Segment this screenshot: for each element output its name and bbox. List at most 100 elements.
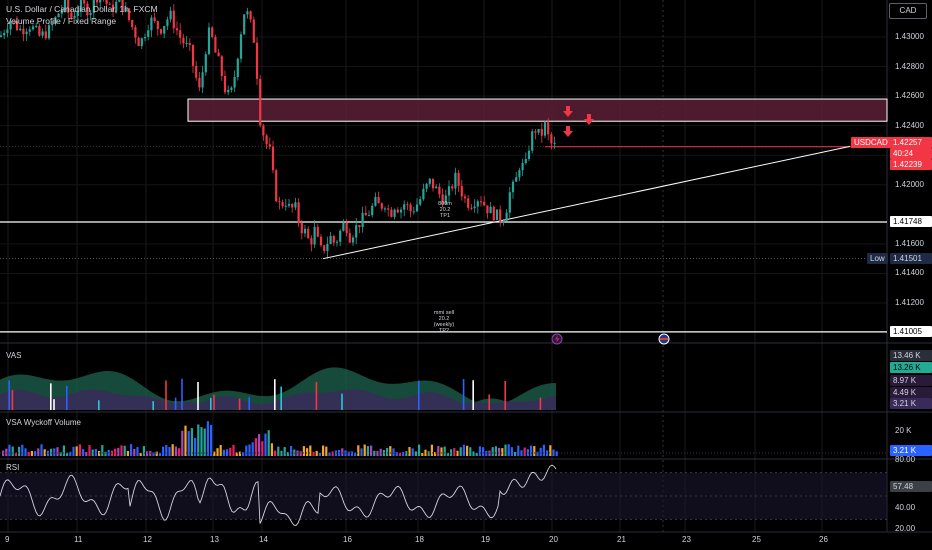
vsa-bar	[88, 445, 91, 456]
candle	[76, 5, 79, 23]
candle-body	[73, 15, 76, 18]
candle-body	[153, 17, 156, 22]
vsa-bar	[130, 444, 133, 456]
vas-bar	[152, 401, 154, 410]
vas-bar	[462, 379, 465, 410]
candle	[211, 26, 214, 39]
candle-body	[35, 26, 38, 28]
time-tick-0: 9	[5, 535, 10, 544]
vsa-bar	[398, 452, 401, 456]
candle	[457, 169, 460, 192]
candle	[511, 179, 515, 199]
candle-body	[406, 204, 409, 206]
candle-body	[143, 36, 147, 39]
candle-body	[403, 204, 406, 210]
candle-body	[70, 12, 73, 18]
candle-body	[489, 206, 492, 214]
candle	[89, 9, 92, 21]
vsa-bar	[504, 444, 507, 456]
candle	[259, 74, 262, 128]
candle	[207, 22, 211, 56]
candle	[63, 0, 67, 13]
sell-arrow-icon-2	[563, 126, 573, 137]
vsa-bar	[46, 450, 49, 456]
candle	[15, 16, 19, 32]
candle	[278, 196, 281, 210]
candle	[473, 199, 476, 213]
candle	[438, 183, 441, 199]
vsa-bar	[309, 445, 312, 456]
vas-pane-label[interactable]: VAS	[6, 351, 22, 360]
candle-body	[131, 20, 134, 28]
candle-body	[524, 159, 527, 164]
candle	[300, 220, 303, 240]
vsa-bar	[133, 448, 136, 456]
vsa-bar	[238, 451, 241, 456]
vas-bar	[210, 397, 212, 410]
vsa-bar	[523, 447, 526, 456]
vsa-bar	[315, 450, 318, 456]
candle-body	[502, 220, 505, 223]
candle	[249, 10, 252, 23]
vsa-bar	[491, 447, 494, 456]
candle	[204, 51, 207, 76]
candle	[28, 26, 31, 36]
vas-bar	[248, 397, 250, 410]
candle-body	[137, 37, 140, 47]
volume-profile-label[interactable]: Volume Profile / Fixed Range	[6, 16, 117, 26]
candle-body	[220, 56, 223, 76]
candle	[415, 198, 419, 213]
vsa-bar	[322, 445, 325, 456]
candle	[540, 122, 543, 143]
rsi-pane-label[interactable]: RSI	[6, 463, 20, 472]
time-tick-12: 26	[819, 535, 828, 544]
candle-body	[201, 72, 204, 88]
candle-body	[51, 23, 54, 26]
vsa-bar	[69, 451, 72, 456]
rsi-value: 57.48	[890, 481, 932, 493]
candle-body	[479, 201, 483, 203]
tp2-line-2: (weekly)	[433, 322, 455, 328]
candle-body	[233, 77, 236, 88]
price-tick-7: 1.41400	[895, 268, 924, 278]
candle-body	[335, 241, 339, 243]
candle	[262, 123, 265, 141]
price-tick-5: 1.42000	[895, 179, 924, 189]
vsa-bar	[357, 445, 360, 456]
candle	[172, 4, 175, 34]
vsa-bar	[443, 446, 446, 456]
time-tick-6: 18	[415, 535, 424, 544]
candle-body	[67, 0, 70, 13]
candle	[246, 7, 249, 19]
candle-body	[211, 27, 214, 37]
vsa-bar	[478, 446, 481, 456]
candle-body	[364, 212, 367, 216]
candle	[547, 118, 550, 141]
candle	[143, 33, 147, 42]
candle	[492, 205, 495, 223]
vsa-bar	[450, 449, 453, 456]
candle-body	[9, 21, 12, 30]
candle	[291, 203, 294, 213]
candle	[524, 152, 527, 165]
candle-body	[537, 129, 540, 133]
candle-body	[297, 202, 300, 223]
candle	[284, 198, 287, 211]
candle-body	[95, 0, 99, 3]
candle-body	[223, 75, 227, 93]
candle	[419, 196, 422, 207]
vas-bar	[8, 380, 10, 410]
vsa-bar	[142, 446, 145, 456]
vsa-pane-label[interactable]: VSA Wyckoff Volume	[6, 418, 81, 427]
vsa-bar	[242, 452, 245, 456]
candle	[534, 128, 537, 140]
candle	[22, 21, 25, 42]
candle	[297, 198, 300, 228]
currency-button[interactable]: CAD	[889, 3, 927, 19]
vsa-bar	[520, 450, 523, 456]
candle-body	[300, 222, 303, 234]
candle	[361, 206, 364, 233]
vsa-bar	[210, 424, 213, 456]
vsa-bar	[27, 452, 30, 456]
